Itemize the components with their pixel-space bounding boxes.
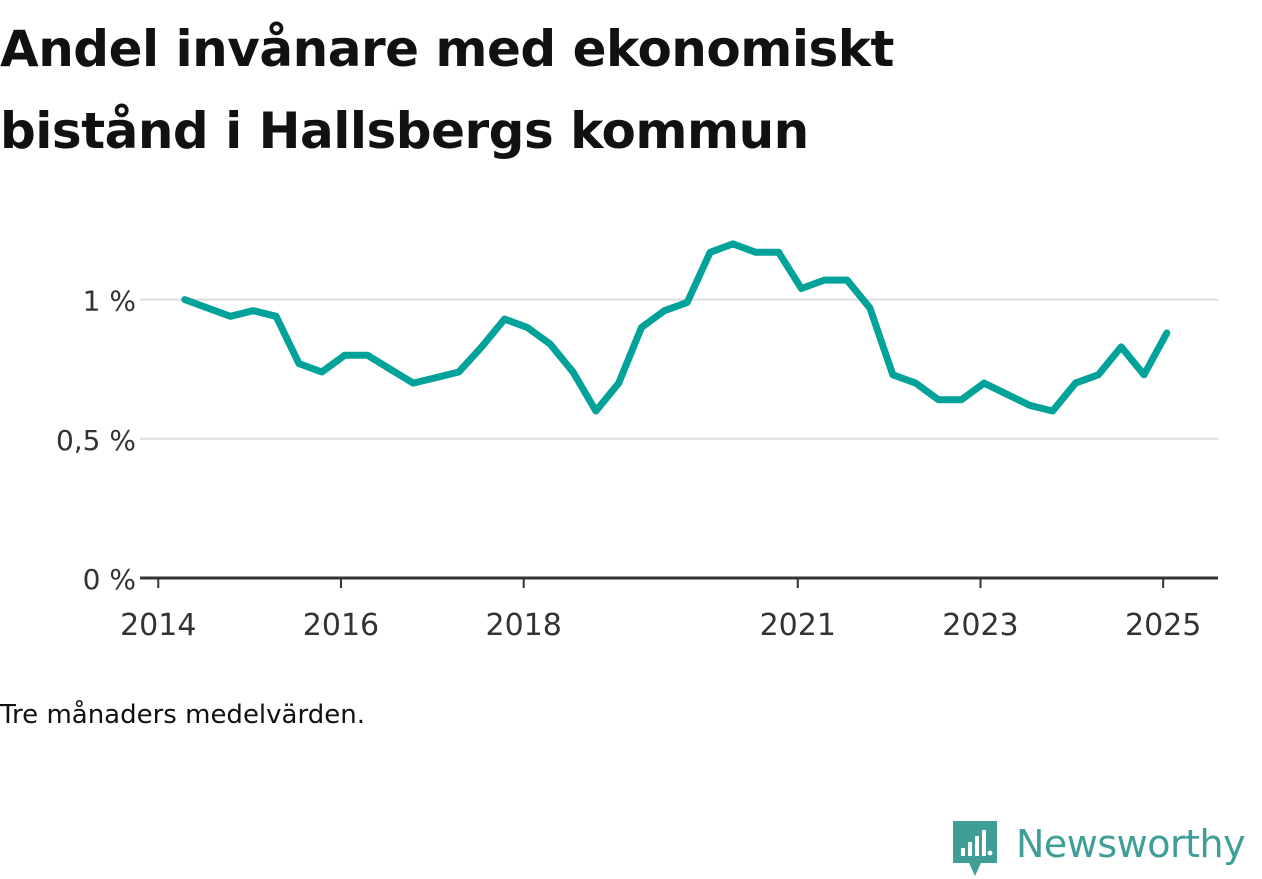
y-tick-label: 0,5 % — [56, 424, 136, 457]
y-tick-label: 1 % — [83, 285, 136, 318]
x-tick-label: 2025 — [1125, 608, 1201, 643]
x-tick-label: 2016 — [303, 608, 379, 643]
series-line — [181, 240, 1171, 415]
chart-note: Tre månaders medelvärden. — [0, 700, 365, 730]
gridlines — [140, 298, 1218, 440]
brand-name: Newsworthy — [1016, 822, 1246, 866]
y-tick-label: 0 % — [83, 563, 136, 596]
newsworthy-brand[interactable]: Newsworthy — [950, 818, 1246, 878]
x-tick-label: 2014 — [120, 608, 196, 643]
x-axis-ticks: 2014 2016 2018 2021 2023 2025 — [120, 578, 1201, 643]
x-tick-label: 2021 — [760, 608, 836, 643]
x-tick-label: 2018 — [486, 608, 562, 643]
series-lines — [181, 240, 1171, 415]
newsworthy-logo-icon — [953, 821, 997, 876]
x-tick-label: 2023 — [942, 608, 1018, 643]
chart-title: Andel invånare med ekonomiskt bistånd i … — [0, 20, 894, 160]
y-axis-tick-labels: 0 % 0,5 % 1 % — [56, 285, 136, 596]
